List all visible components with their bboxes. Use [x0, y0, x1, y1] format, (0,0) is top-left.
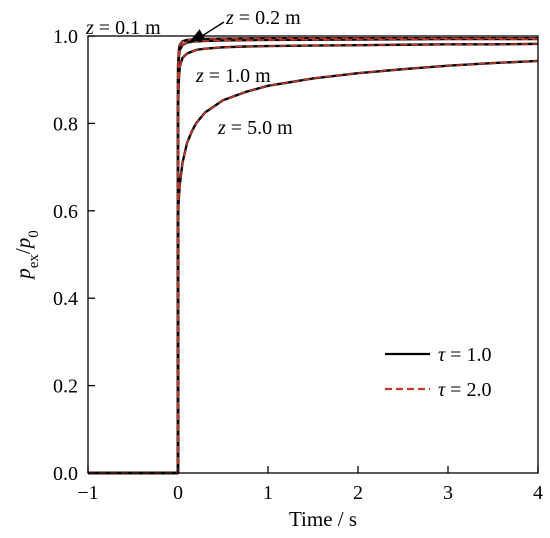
y-label-sub2: 0: [26, 230, 42, 238]
curve-dashed-z-1-0-m: [88, 43, 539, 474]
annotation-z-1-0: z = 1.0 m: [195, 65, 271, 87]
curve-solid-z-0-2-m: [88, 37, 538, 475]
y-label-base2: p: [11, 238, 35, 251]
x-tick-label: 4: [533, 482, 543, 504]
y-tick-label: 0.4: [53, 288, 78, 310]
y-tick-label: 0.8: [53, 113, 78, 135]
curves-layer: [88, 36, 539, 475]
curve-solid-z-5-0-m: [88, 59, 539, 475]
y-label-sep: /: [11, 248, 35, 254]
y-tick-label: 0.0: [53, 463, 78, 485]
legend-label-tau-2: τ = 2.0: [438, 379, 491, 401]
legend: τ = 1.0 τ = 2.0: [385, 344, 491, 401]
annotation-z-5-0: z = 5.0 m: [217, 117, 293, 139]
ticks-layer: −1 0 1 2 3 4 0.0 0.2 0.4 0.6 0.8 1.0: [53, 26, 543, 504]
arrow-head: [188, 29, 206, 43]
y-label-sub: ex: [26, 254, 42, 269]
x-tick-label: 3: [443, 482, 453, 504]
curve-solid-z-0-1-m: [88, 36, 538, 475]
x-tick-label: 1: [263, 482, 273, 504]
y-axis-label: pex/p0: [11, 230, 42, 281]
annotation-arrow: [188, 21, 225, 43]
legend-label-tau-1: τ = 1.0: [438, 344, 491, 366]
annotation-z-0-2: z = 0.2 m: [225, 7, 301, 29]
y-tick-label: 0.2: [53, 376, 78, 398]
curve-dashed-z-0-2-m: [88, 38, 538, 474]
x-tick-label: 2: [353, 482, 363, 504]
x-axis-label: Time / s: [289, 507, 357, 531]
y-tick-label: 0.6: [53, 201, 78, 223]
annotation-z-0-1: z = 0.1 m: [85, 17, 161, 39]
y-tick-label: 1.0: [53, 26, 78, 48]
y-label-base: p: [11, 268, 35, 281]
x-tick-label: 0: [173, 482, 183, 504]
curve-dashed-z-5-0-m: [88, 60, 539, 474]
curve-dashed-z-0-1-m: [88, 37, 538, 474]
x-tick-label: −1: [77, 482, 98, 504]
curve-solid-z-1-0-m: [88, 42, 539, 475]
plot-frame: [87, 35, 539, 474]
